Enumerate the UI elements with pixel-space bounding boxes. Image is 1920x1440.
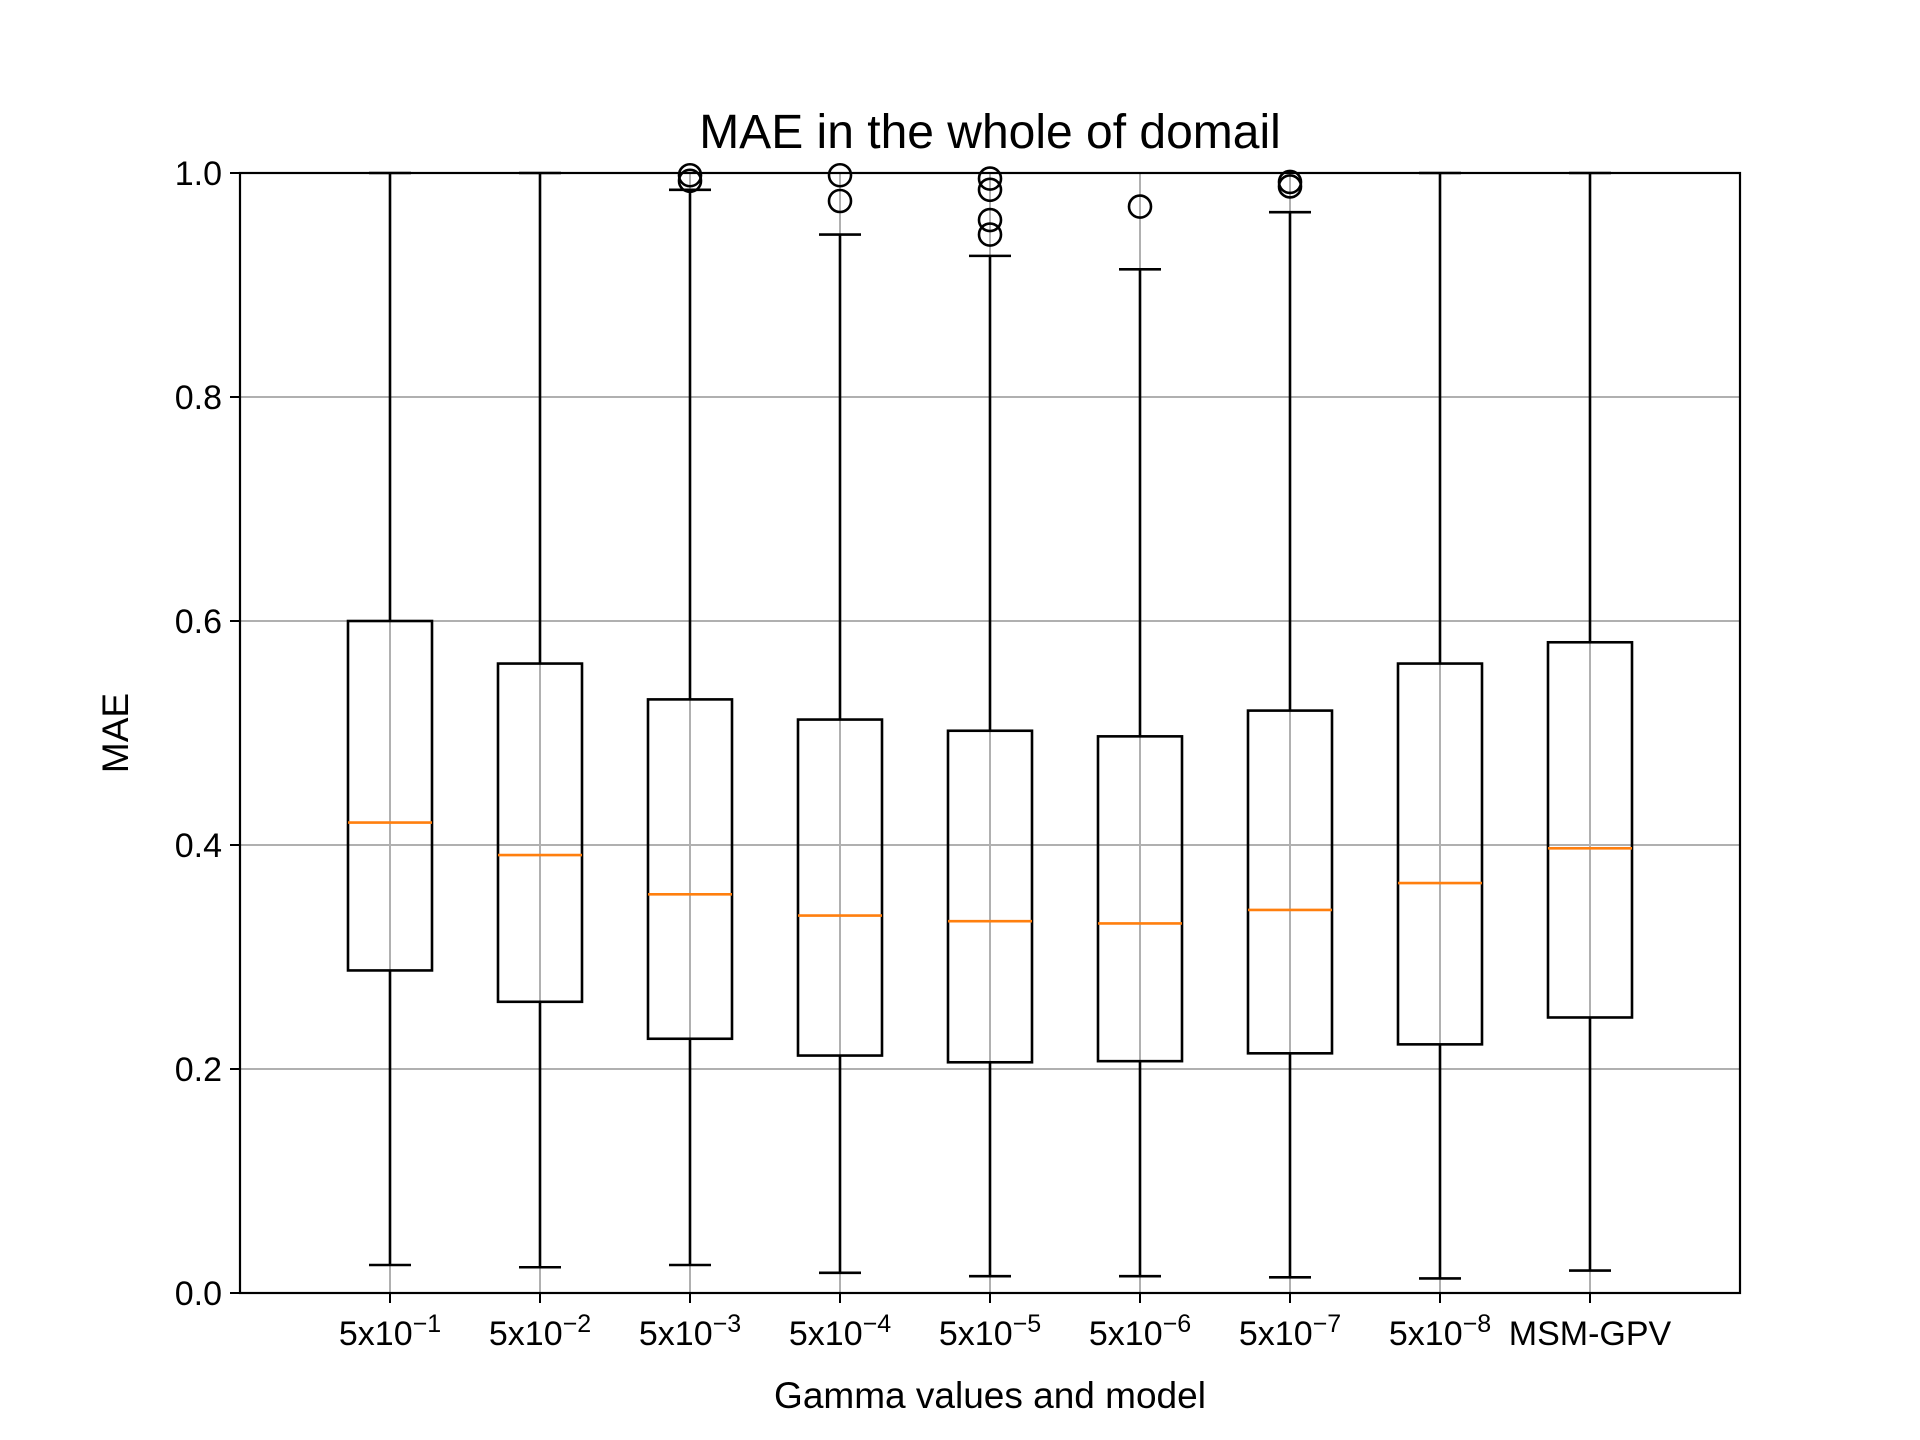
box-item bbox=[1396, 171, 1484, 1280]
x-tick-label: MSM-GPV bbox=[1509, 1315, 1672, 1353]
iqr-box bbox=[346, 619, 434, 972]
x-tick-label: 5x10−5 bbox=[939, 1310, 1041, 1353]
box-item bbox=[496, 171, 584, 1269]
iqr-box bbox=[796, 718, 884, 1057]
iqr-box bbox=[1546, 640, 1634, 1019]
box-item bbox=[1546, 171, 1634, 1272]
y-axis-title: MAE bbox=[95, 693, 136, 773]
y-tick-label: 1.0 bbox=[175, 155, 222, 193]
x-axis-title: Gamma values and model bbox=[774, 1375, 1206, 1416]
outlier-point bbox=[977, 207, 1003, 233]
outlier-point bbox=[977, 177, 1003, 203]
outlier-point bbox=[1277, 169, 1303, 195]
outlier-point bbox=[677, 162, 703, 188]
y-tick-label: 0.8 bbox=[175, 379, 222, 417]
box-item bbox=[1096, 194, 1184, 1278]
chart-title: MAE in the whole of domail bbox=[699, 106, 1281, 159]
y-tick-label: 0.4 bbox=[175, 827, 222, 865]
x-tick-label: 5x10−8 bbox=[1389, 1310, 1491, 1353]
outlier-point bbox=[1127, 194, 1153, 219]
iqr-box bbox=[946, 729, 1034, 1064]
outlier-point bbox=[827, 188, 853, 214]
x-tick-label: 5x10−1 bbox=[339, 1310, 441, 1353]
iqr-box bbox=[496, 662, 584, 1004]
x-tick-label: 5x10−7 bbox=[1239, 1310, 1341, 1353]
x-tick-label: 5x10−6 bbox=[1089, 1310, 1191, 1353]
outlier-point bbox=[677, 168, 703, 194]
iqr-box bbox=[1096, 735, 1184, 1063]
outlier-point bbox=[977, 222, 1003, 247]
box-item bbox=[946, 166, 1034, 1278]
iqr-box bbox=[1246, 709, 1334, 1055]
box-item bbox=[646, 162, 734, 1267]
iqr-box bbox=[646, 698, 734, 1041]
y-tick-label: 0.0 bbox=[175, 1275, 222, 1313]
x-tick-label: 5x10−2 bbox=[489, 1310, 591, 1353]
x-tick-label: 5x10−3 bbox=[639, 1310, 741, 1353]
box-item bbox=[1246, 169, 1334, 1279]
outlier-point bbox=[827, 162, 853, 188]
y-tick-label: 0.6 bbox=[175, 603, 222, 641]
box-item bbox=[796, 162, 884, 1275]
iqr-box bbox=[1396, 662, 1484, 1046]
x-tick-label: 5x10−4 bbox=[789, 1310, 891, 1353]
axes: 0.0 0.2 0.4 0.6 0.8 1.0 5x10−1 5x10−2 5x10−3 5x10… bbox=[175, 155, 1672, 1353]
outlier-point bbox=[977, 166, 1003, 191]
y-tick-label: 0.2 bbox=[175, 1051, 222, 1089]
box-series bbox=[346, 162, 1634, 1280]
